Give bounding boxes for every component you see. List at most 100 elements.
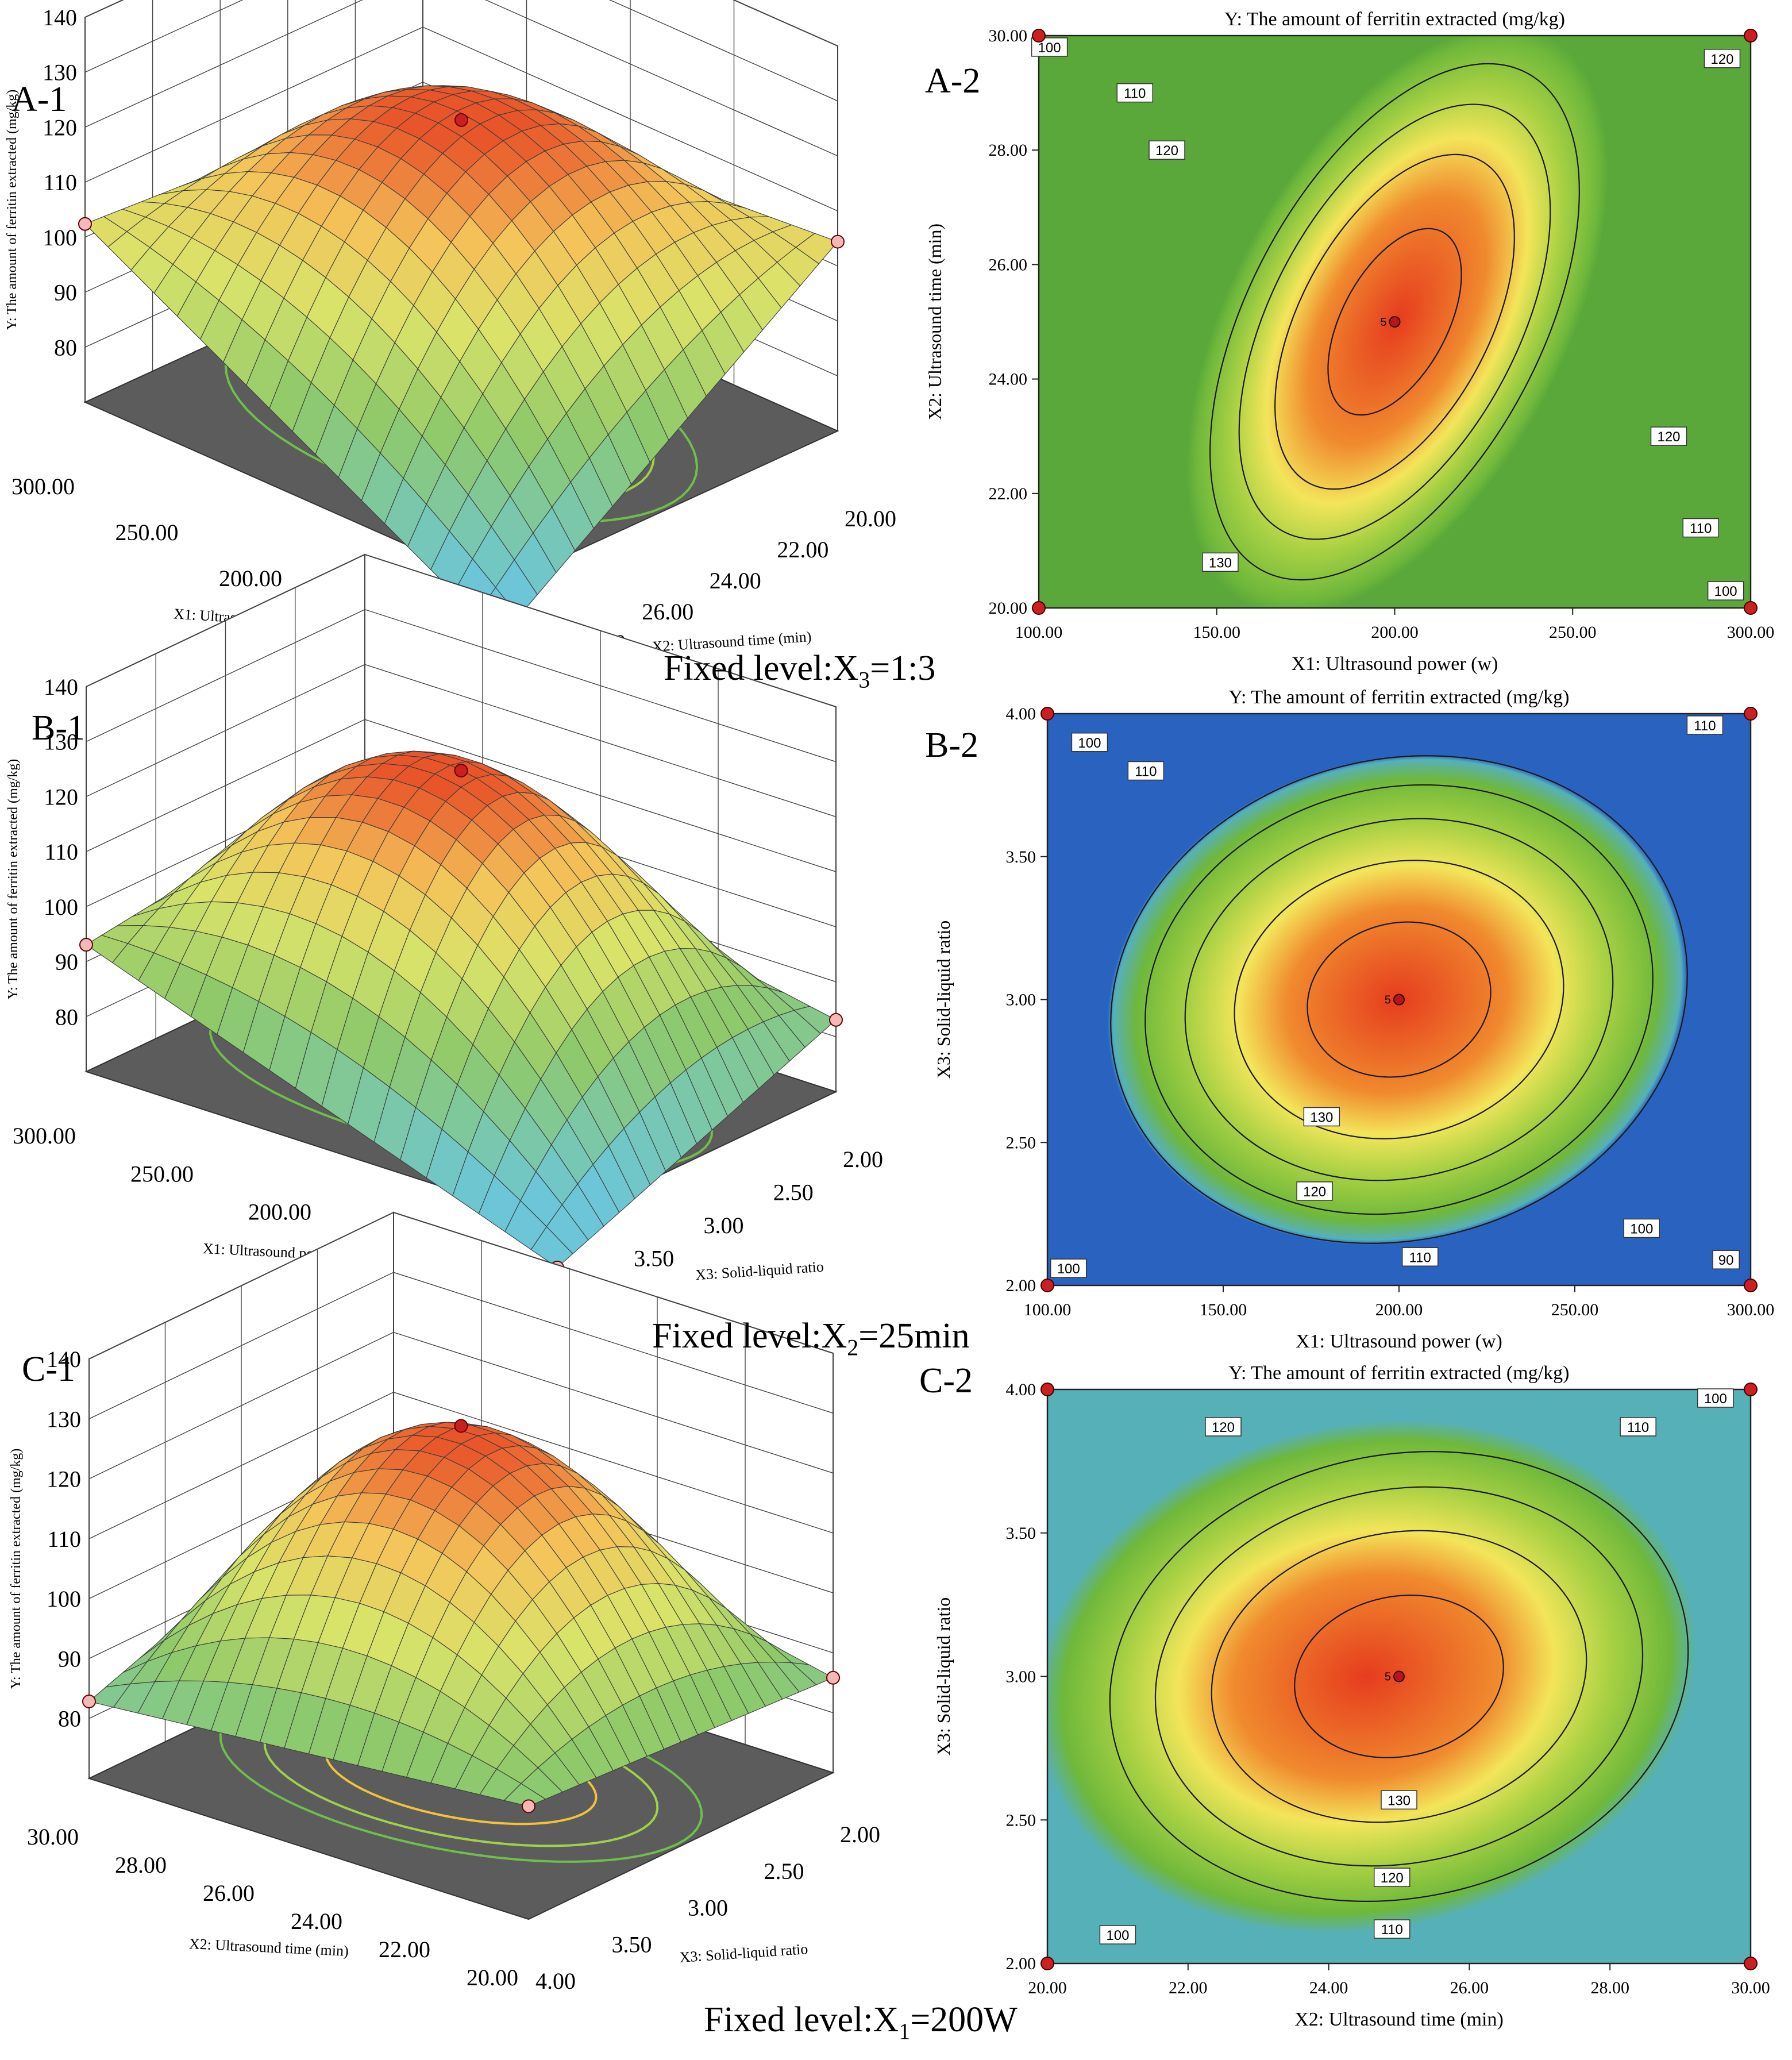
panel-label-C2: C-2 — [919, 1361, 973, 1400]
contour-line-100 — [1209, 63, 1580, 581]
design-point — [1744, 707, 1758, 721]
design-point — [829, 1012, 843, 1027]
wall-grid — [84, 26, 838, 211]
y-tick-label: 2.50 — [1006, 1811, 1036, 1830]
x-tick-label: 200.00 — [1375, 1300, 1423, 1319]
wall-grid — [88, 1272, 834, 1419]
response-surface — [85, 750, 837, 1268]
contour-label: 100 — [1630, 1222, 1653, 1237]
z-tick-label: 110 — [47, 1526, 81, 1552]
panel-label-C1: C-1 — [22, 1350, 75, 1389]
contour-line-100 — [1109, 1451, 1689, 1902]
contour-label: 100 — [1057, 1261, 1080, 1277]
z-tick-label: 140 — [47, 1346, 81, 1372]
wall-grid — [86, 719, 837, 872]
contour-label: 120 — [1303, 1184, 1326, 1200]
z-tick-label: 110 — [44, 839, 78, 865]
y-tick-label: 24.00 — [710, 568, 761, 594]
y-tick-label: 24.00 — [989, 370, 1028, 389]
z-tick-label: 130 — [44, 729, 78, 755]
panel-label-A2: A-2 — [925, 61, 981, 101]
z-tick-label: 100 — [44, 894, 78, 920]
wall-grid — [88, 1392, 834, 1539]
y-tick-label: 2.00 — [840, 1822, 880, 1847]
z-tick-label: 120 — [47, 1466, 81, 1492]
surface-cell — [503, 1783, 546, 1807]
x-tick-label: 22.00 — [379, 1936, 430, 1962]
fixed-level-C: Fixed level:X1=200W — [704, 2000, 1018, 2044]
contour-label-box — [1149, 140, 1185, 160]
z-tick-label: 130 — [43, 60, 77, 86]
y-axis-label: X3: Solid-liquid ratio — [933, 1597, 954, 1756]
center-point-label: 5 — [1385, 1671, 1391, 1684]
panel-label-B1: B-1 — [32, 709, 85, 748]
y-tick-label: 2.50 — [764, 1858, 804, 1884]
y-tick-label: 4.00 — [1006, 1380, 1036, 1399]
x-tick-label: 28.00 — [115, 1852, 167, 1878]
x-axis-label: X2: Ultrasound time (min) — [188, 1935, 349, 1959]
design-point — [522, 1799, 535, 1813]
y-axis-label: X3: Solid-liquid ratio — [679, 1940, 808, 1966]
wall-grid — [88, 1212, 834, 1360]
contour-label: 120 — [1212, 1420, 1235, 1435]
contour-label-box — [1682, 518, 1720, 538]
contour-label: 130 — [1388, 1793, 1411, 1808]
x-axis-label: X1: Ultrasound power (w) — [1292, 653, 1498, 675]
x-tick-label: 200.00 — [248, 1199, 311, 1225]
z-tick-label: 80 — [55, 1004, 78, 1030]
contour-label-box — [1401, 1247, 1439, 1266]
x-tick-label: 300.00 — [1727, 623, 1775, 642]
contour-label-box — [1623, 1218, 1660, 1238]
design-point — [454, 764, 468, 777]
y-tick-label: 20.00 — [845, 506, 896, 532]
y-tick-label: 26.00 — [989, 255, 1028, 274]
y-tick-label: 20.00 — [989, 599, 1028, 618]
x-tick-label: 250.00 — [1549, 623, 1597, 642]
panel-label-A1: A-1 — [11, 80, 67, 119]
z-tick-label: 110 — [43, 170, 77, 195]
contour-label-box — [1374, 1919, 1411, 1939]
surface-chart-C1: 20.00 22.00 24.00 26.00 28.00 30.00 2.00 2.50 3.… — [9, 1211, 880, 1994]
contour-label-box — [1381, 1790, 1417, 1810]
contour-label-box — [1650, 426, 1687, 446]
design-point — [78, 217, 92, 231]
contour-label: 130 — [1310, 1110, 1333, 1125]
contour-chart-C2: 20.00 22.00 24.00 26.00 28.00 30.00 2.00 2.50 3.… — [933, 1362, 1770, 2030]
design-point — [82, 1695, 96, 1708]
y-axis-label: X2: Ultrasound time (min) — [924, 224, 945, 420]
contour-chart-A2: 100.00 150.00 200.00 250.00 300.00 20.00 22.00… — [924, 9, 1775, 675]
contour-label: 90 — [1718, 1253, 1734, 1268]
chart-title: Y: The amount of ferritin extracted (mg/… — [1229, 1362, 1570, 1384]
contour-line-120 — [1274, 153, 1515, 490]
contour-line-90 — [1110, 755, 1688, 1244]
contour-label-box — [1303, 1107, 1340, 1127]
x-tick-label: 300.00 — [11, 473, 75, 499]
design-point — [1744, 1957, 1758, 1970]
z-axis-label: Y: The amount of ferritin extracted (mg/… — [9, 1449, 24, 1689]
contour-line-130 — [1307, 921, 1492, 1078]
chart-title: Y: The amount of ferritin extracted (mg/… — [1229, 687, 1570, 708]
x-tick-label: 24.00 — [291, 1908, 342, 1934]
contour-label: 120 — [1155, 143, 1178, 159]
z-tick-label: 80 — [58, 1706, 81, 1732]
x-tick-label: 300.00 — [13, 1123, 76, 1149]
contour-label-box — [1202, 552, 1239, 572]
design-point — [1744, 1383, 1758, 1396]
y-tick-label: 2.00 — [843, 1146, 883, 1172]
contour-label: 100 — [1704, 1391, 1727, 1407]
y-tick-label: 4.00 — [535, 1968, 576, 1994]
x-tick-label: 22.00 — [1169, 1978, 1208, 1997]
x-tick-label: 20.00 — [1028, 1978, 1067, 1997]
z-axis-label: Y: The amount of ferritin extracted (mg/… — [6, 759, 21, 1000]
contour-label: 110 — [1124, 86, 1146, 102]
contour-label-box — [1712, 1250, 1740, 1269]
x-tick-label: 150.00 — [1193, 623, 1241, 642]
center-point — [1393, 994, 1405, 1006]
x-tick-label: 100.00 — [1024, 1300, 1072, 1319]
contour-label: 100 — [1714, 584, 1737, 599]
contour-line-120 — [1211, 1530, 1587, 1823]
design-point — [826, 1670, 840, 1685]
y-tick-label: 22.00 — [777, 537, 828, 563]
contour-label: 110 — [1135, 764, 1157, 780]
